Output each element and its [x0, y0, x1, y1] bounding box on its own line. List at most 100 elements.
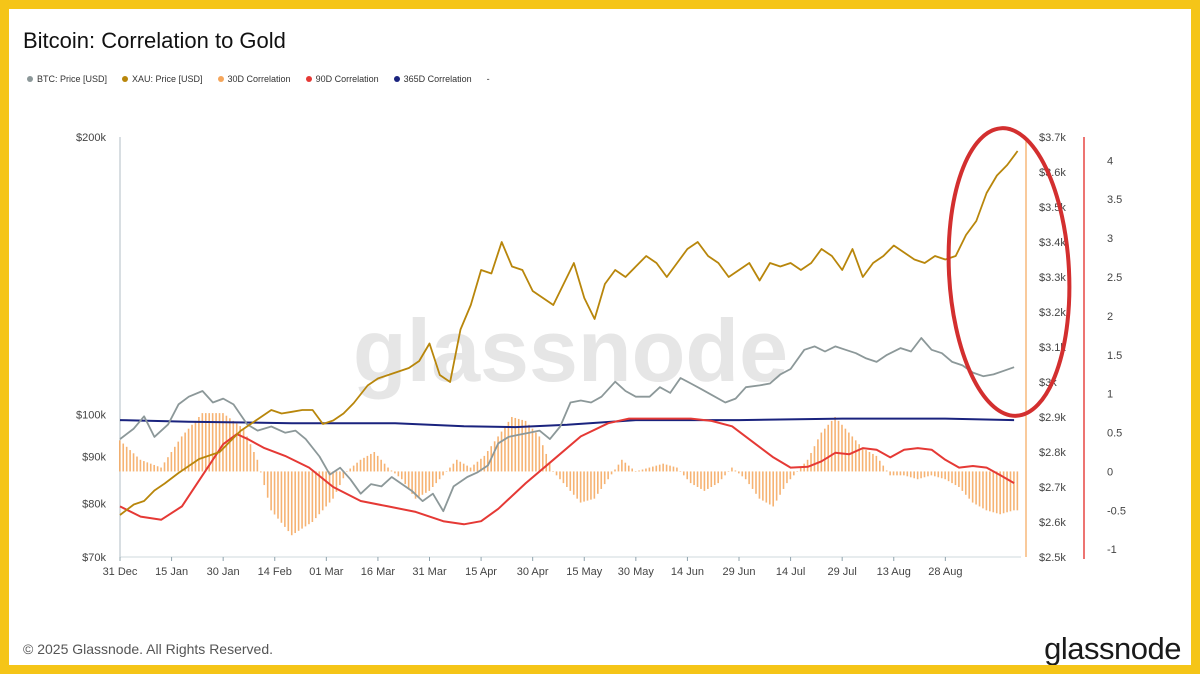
corr30-bar	[686, 471, 689, 480]
corr-tick-label: -1	[1107, 544, 1117, 556]
legend-item-corr90[interactable]: 90D Correlation	[305, 74, 379, 84]
x-tick-label: 14 Feb	[258, 566, 292, 578]
corr30-bar	[985, 471, 988, 511]
x-tick-label: 14 Jun	[671, 566, 704, 578]
corr30-bar	[394, 471, 396, 474]
corr30-bar	[521, 419, 523, 472]
corr30-bar	[806, 459, 809, 472]
corr-tick-label: 3	[1107, 233, 1113, 245]
corr30-bar	[696, 471, 699, 487]
corr30-bar	[964, 471, 967, 495]
corr30-bar	[449, 467, 451, 472]
corr30-bar	[390, 470, 393, 472]
corr30-bar	[868, 452, 871, 472]
corr30-bar	[947, 471, 950, 482]
corr30-bar	[837, 420, 840, 472]
corr30-bar	[153, 464, 155, 472]
corr30-bar	[315, 471, 317, 519]
xau-tick-label: $2.8k	[1039, 447, 1066, 459]
corr30-bar	[400, 471, 403, 480]
corr30-bar	[741, 471, 744, 477]
legend-item-extra[interactable]: -	[487, 74, 490, 84]
corr30-bar	[349, 468, 352, 472]
corr30-bar	[713, 471, 716, 486]
corr30-bar	[923, 471, 926, 478]
corr30-bar	[483, 455, 486, 472]
corr30-bar	[235, 423, 238, 472]
corr30-bar	[885, 470, 888, 472]
corr30-bar	[122, 443, 125, 472]
corr30-bar	[820, 432, 823, 472]
corr30-bar	[201, 413, 204, 472]
x-tick-label: 31 Dec	[103, 566, 138, 578]
corr30-bar	[920, 471, 922, 479]
corr30-bar	[734, 470, 737, 472]
corr30-bar	[621, 459, 623, 472]
corr30-bar	[772, 471, 774, 507]
corr30-bar	[768, 471, 771, 505]
x-tick-label: 15 Jan	[155, 566, 188, 578]
corr30-bar	[204, 413, 207, 472]
x-tick-label: 30 Jan	[207, 566, 240, 578]
corr30-bar	[198, 417, 200, 472]
corr30-bar	[356, 462, 358, 472]
corr30-bar	[259, 471, 262, 473]
corr30-bar	[655, 465, 658, 472]
x-tick-label: 29 Jul	[827, 566, 856, 578]
corr30-bar	[504, 426, 506, 472]
corr-tick-label: 0	[1107, 466, 1113, 478]
corr30-bar	[318, 471, 321, 515]
legend-item-corr365[interactable]: 365D Correlation	[393, 74, 472, 84]
btc-tick-label: $70k	[82, 552, 106, 564]
corr30-bar	[1009, 471, 1012, 512]
corr30-bar	[435, 471, 437, 484]
corr30-bar	[163, 462, 166, 472]
corr30-bar	[1006, 471, 1008, 513]
corr30-bar	[672, 466, 675, 472]
legend-item-corr30[interactable]: 30D Correlation	[217, 74, 291, 84]
corr30-bar	[710, 471, 713, 487]
corr30-bar	[528, 424, 530, 472]
legend-label-extra: -	[486, 74, 490, 84]
corr30-bar	[125, 446, 128, 472]
chart-canvas: glassnode $70k $80k $90k $100k $200k $2.5k $2.6…	[76, 126, 1126, 578]
corr30-bar	[796, 471, 799, 472]
corr30-bar	[342, 471, 345, 479]
x-tick-label: 30 Apr	[517, 566, 549, 578]
corr30-bar	[913, 471, 915, 479]
corr30-bar	[934, 471, 936, 477]
corr30-bar	[634, 471, 637, 472]
corr30-bar	[566, 471, 568, 487]
corr30-bar	[978, 471, 981, 507]
corr30-bar	[992, 471, 995, 513]
corr30-bar	[325, 471, 327, 507]
corr30-bar	[758, 471, 761, 499]
corr30-bar	[452, 463, 455, 472]
x-tick-label: 30 May	[618, 566, 655, 578]
corr30-bar	[256, 459, 259, 472]
corr30-bar	[648, 467, 651, 472]
corr30-bar	[263, 471, 266, 486]
corr30-bar	[793, 471, 795, 476]
legend-item-btc[interactable]: BTC: Price [USD]	[27, 74, 107, 84]
corr30-bar	[707, 471, 709, 489]
corr30-bar	[287, 471, 290, 532]
corr30-bar	[507, 421, 510, 472]
corr30-bar	[834, 417, 836, 472]
xau-tick-label: $3.6k	[1039, 167, 1066, 179]
corr30-bar	[590, 471, 592, 500]
corr30-bar	[879, 460, 881, 472]
corr30-bar	[927, 471, 929, 477]
corr30-bar	[352, 465, 355, 472]
corr30-bar	[332, 471, 334, 499]
xau-tick-label: $2.9k	[1039, 412, 1066, 424]
legend-item-xau[interactable]: XAU: Price [USD]	[122, 74, 203, 84]
corr30-bar	[242, 428, 245, 472]
corr30-bar	[208, 413, 211, 472]
corr30-bar	[600, 471, 603, 489]
xau-tick-label: $3.3k	[1039, 272, 1066, 284]
corr30-bar	[180, 436, 183, 472]
corr90-line	[119, 417, 1015, 526]
corr30-bar	[538, 436, 541, 472]
corr30-bar	[813, 446, 816, 472]
